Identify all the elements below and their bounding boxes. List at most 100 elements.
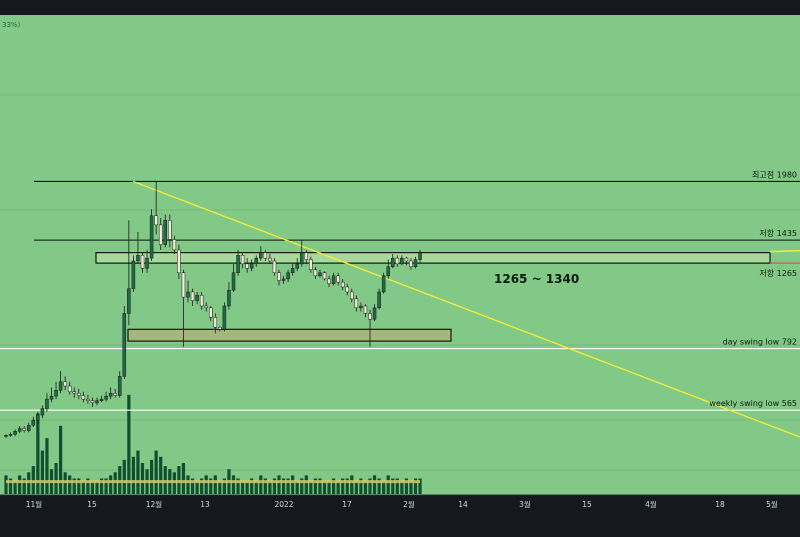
level-label-565: weekly swing low 565 bbox=[709, 399, 797, 408]
level-label-1980: 최고점 1980 bbox=[752, 169, 797, 179]
candle-body bbox=[67, 385, 72, 392]
candle-body bbox=[168, 220, 172, 240]
volume-bar bbox=[254, 481, 258, 494]
candle-body bbox=[158, 224, 163, 245]
volume-bar bbox=[309, 481, 313, 494]
horizontal-levels[interactable] bbox=[0, 180, 800, 411]
volume-bar bbox=[259, 475, 263, 494]
candle-body bbox=[136, 255, 140, 262]
volume-bar bbox=[368, 478, 372, 494]
volume-bar bbox=[104, 478, 108, 494]
candle-body bbox=[145, 257, 149, 269]
x-tick-label: 2022 bbox=[274, 500, 293, 509]
candle-body bbox=[322, 272, 327, 280]
candle-body bbox=[199, 295, 204, 307]
candle-body bbox=[36, 414, 40, 421]
volume-bar bbox=[22, 478, 26, 494]
volume-bar bbox=[382, 481, 386, 494]
trendline[interactable] bbox=[132, 180, 800, 438]
candle-body bbox=[27, 425, 31, 431]
candle-body bbox=[113, 392, 117, 396]
candle-body bbox=[249, 263, 254, 269]
volume-bar bbox=[286, 478, 290, 494]
candle-body bbox=[177, 249, 181, 273]
volume-bar bbox=[177, 466, 181, 494]
x-tick-label: 11월 bbox=[26, 499, 43, 509]
zone-top-extension bbox=[769, 249, 800, 253]
candle-body bbox=[4, 435, 8, 437]
candle-body bbox=[99, 398, 104, 401]
volume-bar bbox=[195, 481, 199, 494]
x-tick-label: 15 bbox=[87, 500, 97, 509]
candle-body bbox=[290, 267, 295, 273]
volume-bar bbox=[218, 481, 222, 494]
percent-readout: 33%) bbox=[2, 21, 21, 29]
candle-body bbox=[213, 317, 218, 328]
volume-bar bbox=[395, 478, 399, 494]
candle-body bbox=[58, 381, 63, 391]
volume-bar bbox=[204, 475, 208, 494]
candle-body bbox=[17, 428, 22, 432]
candle-body bbox=[277, 272, 281, 281]
level-label-1265: 저항 1265 bbox=[759, 269, 797, 278]
volume-bar bbox=[363, 481, 368, 494]
volume-bar bbox=[277, 475, 281, 494]
volume-bar bbox=[99, 478, 104, 494]
candle-body bbox=[391, 257, 395, 268]
volume-bar bbox=[8, 478, 13, 494]
volume-bar bbox=[377, 478, 381, 494]
candle-body bbox=[131, 260, 136, 289]
candle-body bbox=[204, 305, 208, 309]
candle-body bbox=[95, 400, 99, 404]
candle-body bbox=[140, 255, 145, 269]
candle-body bbox=[300, 252, 304, 265]
volume-bars bbox=[4, 394, 422, 494]
candle-body bbox=[409, 260, 413, 268]
x-axis: 11월 15 12월 13 2022 17 2월 14 3월 15 4월 18 5월 bbox=[0, 494, 800, 509]
volume-bar bbox=[54, 463, 58, 494]
volume-bar bbox=[190, 478, 195, 494]
volume-bar bbox=[181, 463, 186, 494]
resistance-zone bbox=[95, 252, 771, 264]
level-label-792: day swing low 792 bbox=[723, 338, 797, 347]
volume-bar bbox=[163, 466, 167, 494]
volume-bar bbox=[95, 481, 99, 494]
volume-bar bbox=[4, 475, 8, 494]
candle-body bbox=[359, 305, 363, 309]
candle-body bbox=[195, 295, 199, 301]
candle-body bbox=[77, 392, 81, 396]
level-labels: 최고점 1980 저항 1435 저항 1265 day swing low 792 w… bbox=[709, 169, 797, 408]
candle-body bbox=[268, 257, 272, 262]
volume-bar bbox=[81, 481, 85, 494]
candle-body bbox=[45, 398, 49, 409]
volume-bar bbox=[18, 475, 22, 494]
candle-body bbox=[63, 381, 67, 387]
x-tick-label: 4월 bbox=[645, 499, 657, 509]
volume-bar bbox=[31, 466, 35, 494]
volume-bar bbox=[300, 478, 304, 494]
candle-body bbox=[72, 391, 76, 394]
candle-body bbox=[368, 313, 372, 320]
volume-bar bbox=[418, 478, 422, 494]
volume-bar bbox=[150, 459, 154, 494]
volume-bar bbox=[213, 475, 217, 494]
x-tick-label: 14 bbox=[458, 500, 468, 509]
candle-body bbox=[313, 269, 318, 277]
volume-bar bbox=[72, 478, 76, 494]
volume-bar bbox=[241, 481, 245, 494]
price-zones: 1265 ~ 1340 bbox=[95, 252, 771, 342]
volume-bar bbox=[313, 478, 317, 494]
candle-body bbox=[127, 288, 131, 314]
candle-body bbox=[272, 260, 277, 273]
candle-body bbox=[54, 390, 58, 397]
candle-body bbox=[386, 266, 390, 277]
volume-bar bbox=[140, 463, 145, 494]
candle-body bbox=[86, 398, 90, 401]
candle-body bbox=[354, 298, 359, 309]
candle-body bbox=[163, 220, 167, 245]
x-tick-label: 18 bbox=[715, 500, 725, 509]
candle-body bbox=[104, 395, 108, 400]
volume-bar bbox=[341, 478, 345, 494]
